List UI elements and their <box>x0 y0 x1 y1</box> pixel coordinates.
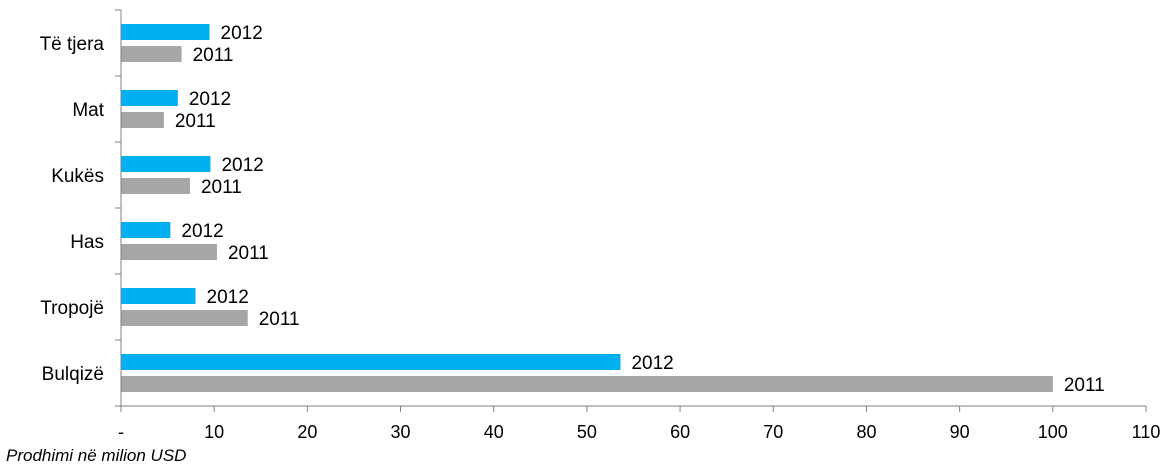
x-tick-label: 50 <box>577 422 597 442</box>
bars-group <box>121 24 1053 392</box>
x-tick-label: 60 <box>670 422 690 442</box>
axes-group: Bulqizë Tropojë Has Kukës Mat Të tjera - 10 20 30… <box>40 9 1161 442</box>
bar-2012-5 <box>121 90 178 106</box>
bar-2011-3 <box>121 244 217 260</box>
data-label-2011-4: 2011 <box>201 177 242 198</box>
x-tick-label: 20 <box>297 422 317 442</box>
x-tick-label: 10 <box>204 422 224 442</box>
bar-2011-5 <box>121 112 164 128</box>
bar-2011-4 <box>121 178 190 194</box>
bar-2011-6 <box>121 46 182 62</box>
category-label: Mat <box>72 100 104 121</box>
category-label: Të tjera <box>40 34 105 55</box>
x-tick-label: 90 <box>950 422 970 442</box>
bar-2012-6 <box>121 24 210 40</box>
x-tick-label: 70 <box>763 422 783 442</box>
x-tick-label: 30 <box>391 422 411 442</box>
data-label-2011-6: 2011 <box>193 45 234 66</box>
category-label: Has <box>70 232 104 253</box>
data-label-2012-4: 2012 <box>221 155 263 176</box>
data-label-2012-2: 2012 <box>207 287 249 308</box>
category-label: Bulqizë <box>42 364 104 385</box>
bar-2012-4 <box>121 156 211 172</box>
data-labels-group: 2012201120122011201220112012201120122011… <box>175 23 1105 396</box>
data-label-2011-5: 2011 <box>175 111 216 132</box>
bar-2011-2 <box>121 310 248 326</box>
data-label-2012-6: 2012 <box>221 23 263 44</box>
data-label-2011-3: 2011 <box>228 243 269 264</box>
x-tick-label: 80 <box>856 422 876 442</box>
x-tick-label: - <box>118 422 124 442</box>
data-label-2012-1: 2012 <box>631 353 673 374</box>
bar-2011-1 <box>121 376 1053 392</box>
data-label-2011-1: 2011 <box>1064 375 1105 396</box>
bar-2012-3 <box>121 222 171 238</box>
category-label: Kukës <box>51 166 104 187</box>
category-label: Tropojë <box>40 298 104 319</box>
x-tick-label: 40 <box>484 422 504 442</box>
bar-2012-2 <box>121 288 196 304</box>
bar-2012-1 <box>121 354 621 370</box>
data-label-2011-2: 2011 <box>259 309 300 330</box>
data-label-2012-3: 2012 <box>181 221 223 242</box>
x-tick-label: 100 <box>1038 422 1068 442</box>
x-tick-label: 110 <box>1132 422 1161 442</box>
x-axis-title: Prodhimi në milion USD <box>6 446 186 465</box>
data-label-2012-5: 2012 <box>189 89 231 110</box>
